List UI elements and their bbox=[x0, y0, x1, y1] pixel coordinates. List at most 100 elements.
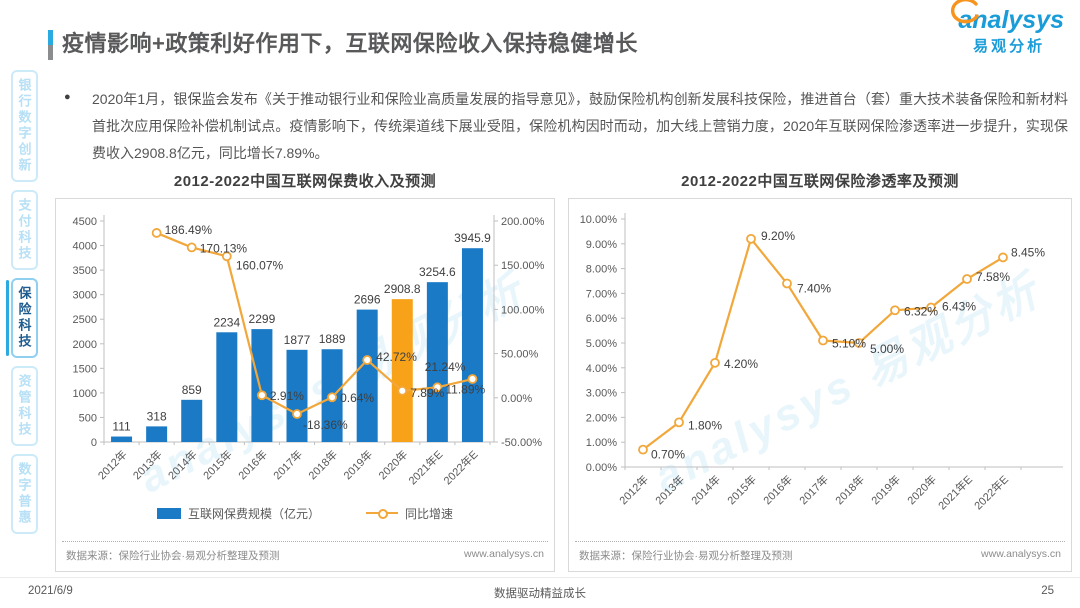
logo-swoosh-icon bbox=[951, 0, 980, 24]
svg-text:3000: 3000 bbox=[73, 290, 97, 302]
data-point bbox=[710, 357, 720, 368]
svg-text:8.45%: 8.45% bbox=[1011, 245, 1045, 259]
logo-brand-text: analysys bbox=[951, 0, 1064, 33]
svg-text:100.00%: 100.00% bbox=[501, 304, 545, 316]
svg-text:4000: 4000 bbox=[73, 241, 97, 253]
svg-text:186.49%: 186.49% bbox=[165, 223, 213, 237]
svg-text:2021年E: 2021年E bbox=[405, 447, 445, 487]
svg-text:2.00%: 2.00% bbox=[586, 412, 617, 424]
svg-text:-18.36%: -18.36% bbox=[303, 418, 348, 432]
penetration-chart-title: 2012-2022中国互联网保险渗透率及预测 bbox=[681, 173, 959, 190]
premium-chart-title: 2012-2022中国互联网保费收入及预测 bbox=[173, 173, 437, 190]
svg-text:-50.00%: -50.00% bbox=[501, 437, 542, 449]
bar-2016年 bbox=[251, 329, 273, 442]
svg-text:3945.9: 3945.9 bbox=[454, 231, 491, 245]
data-point bbox=[467, 374, 478, 384]
sidebar-tab-4[interactable]: 数字普惠 bbox=[10, 454, 38, 534]
footer-slogan: 数据驱动精益成长 bbox=[494, 588, 586, 600]
page-number: 25 bbox=[1041, 585, 1054, 597]
svg-text:2015年: 2015年 bbox=[724, 472, 759, 507]
premium-chart-panel: analysys 易观分析 0 500 1000 1500 2000 2500 3000 35… bbox=[55, 198, 555, 572]
svg-text:2012年: 2012年 bbox=[95, 447, 130, 482]
svg-text:7.40%: 7.40% bbox=[797, 281, 831, 295]
sidebar-tab-3[interactable]: 资管科技 bbox=[10, 366, 38, 446]
data-point bbox=[362, 355, 373, 365]
legend-item: 互联网保费规模（亿元） bbox=[156, 505, 320, 522]
svg-text:1889: 1889 bbox=[319, 332, 346, 346]
bar-2013年 bbox=[146, 426, 168, 442]
bar-2017年 bbox=[286, 349, 308, 442]
bar-2015年 bbox=[216, 332, 238, 442]
svg-text:2013年: 2013年 bbox=[130, 447, 165, 482]
svg-text:859: 859 bbox=[182, 383, 202, 397]
svg-text:0.00%: 0.00% bbox=[501, 393, 532, 405]
sidebar-tabs: 银行数字创新支付科技保险科技资管科技数字普惠 bbox=[5, 70, 43, 534]
svg-text:1.00%: 1.00% bbox=[586, 437, 617, 449]
analysys-site-label: www.analysys.cn bbox=[981, 548, 1061, 560]
svg-text:2016年: 2016年 bbox=[235, 447, 270, 482]
sidebar-tab-2[interactable]: 保险科技 bbox=[5, 278, 38, 358]
data-point bbox=[890, 305, 900, 316]
svg-text:9.20%: 9.20% bbox=[761, 229, 795, 243]
svg-text:111: 111 bbox=[112, 420, 131, 434]
premium-income-chart-section: 2012-2022中国互联网保费收入及预测 analysys 易观分析 0 500… bbox=[55, 170, 555, 572]
svg-text:2020年: 2020年 bbox=[904, 472, 939, 507]
svg-text:11.89%: 11.89% bbox=[445, 382, 485, 396]
sidebar-tab-0[interactable]: 银行数字创新 bbox=[10, 70, 38, 182]
svg-text:7.00%: 7.00% bbox=[586, 288, 617, 300]
data-point bbox=[818, 335, 828, 346]
svg-text:2299: 2299 bbox=[249, 312, 276, 326]
svg-text:1000: 1000 bbox=[73, 388, 97, 400]
svg-text:2016年: 2016年 bbox=[760, 472, 795, 507]
data-point bbox=[854, 338, 864, 348]
svg-text:4500: 4500 bbox=[73, 216, 97, 228]
title-accent-bar bbox=[48, 30, 53, 60]
svg-text:2014年: 2014年 bbox=[165, 447, 200, 482]
svg-text:1877: 1877 bbox=[284, 333, 311, 347]
svg-text:1.80%: 1.80% bbox=[688, 418, 722, 432]
bar-2014年 bbox=[181, 399, 203, 442]
legend-item: 同比增速 bbox=[366, 505, 453, 522]
svg-text:160.07%: 160.07% bbox=[236, 258, 284, 272]
svg-text:2018年: 2018年 bbox=[305, 447, 340, 482]
svg-text:2019年: 2019年 bbox=[868, 472, 903, 507]
svg-text:500: 500 bbox=[79, 412, 97, 424]
svg-text:2017年: 2017年 bbox=[270, 447, 305, 482]
svg-text:7.58%: 7.58% bbox=[976, 270, 1010, 284]
svg-text:2022年E: 2022年E bbox=[971, 472, 1011, 512]
penetration-rate-chart-section: 2012-2022中国互联网保险渗透率及预测 analysys 易观分析 0.0… bbox=[568, 170, 1072, 572]
svg-text:0.70%: 0.70% bbox=[651, 448, 685, 462]
bar-2022年E bbox=[461, 248, 483, 442]
bullet-marker-icon: ● bbox=[64, 91, 71, 103]
legend-line-marker-icon bbox=[366, 509, 398, 519]
data-point bbox=[292, 409, 302, 419]
svg-text:2015年: 2015年 bbox=[200, 447, 235, 482]
premium-chart-legend: 互联网保费规模（亿元） 同比增速 bbox=[56, 501, 554, 525]
svg-text:2022年E: 2022年E bbox=[440, 447, 480, 487]
data-point bbox=[397, 385, 408, 396]
svg-text:8.00%: 8.00% bbox=[586, 264, 617, 276]
page-title: 疫情影响+政策利好作用下，互联网保险收入保持稳健增长 bbox=[62, 31, 638, 56]
data-point bbox=[151, 228, 162, 238]
data-source-label: 数据来源：保险行业协会·易观分析整理及预测 bbox=[579, 550, 793, 562]
data-point bbox=[674, 417, 684, 428]
data-point bbox=[221, 251, 232, 262]
source-divider bbox=[62, 541, 548, 542]
svg-text:2020年: 2020年 bbox=[375, 447, 410, 482]
svg-text:5.10%: 5.10% bbox=[832, 337, 866, 351]
sidebar-tab-1[interactable]: 支付科技 bbox=[10, 190, 38, 270]
data-point bbox=[926, 302, 936, 313]
svg-text:3254.6: 3254.6 bbox=[419, 265, 456, 279]
svg-text:42.72%: 42.72% bbox=[376, 350, 417, 364]
svg-text:2234: 2234 bbox=[213, 315, 240, 329]
data-point bbox=[962, 274, 972, 284]
svg-text:2.91%: 2.91% bbox=[270, 389, 304, 403]
footer-date: 2021/6/9 bbox=[28, 585, 73, 597]
svg-text:10.00%: 10.00% bbox=[580, 214, 618, 226]
legend-bar-swatch-icon bbox=[156, 507, 181, 519]
svg-text:170.13%: 170.13% bbox=[200, 241, 248, 255]
data-source-label: 数据来源：保险行业协会·易观分析整理及预测 bbox=[66, 550, 280, 562]
svg-text:1500: 1500 bbox=[73, 363, 97, 375]
svg-text:0.64%: 0.64% bbox=[340, 391, 374, 405]
svg-text:2021年E: 2021年E bbox=[935, 472, 975, 512]
